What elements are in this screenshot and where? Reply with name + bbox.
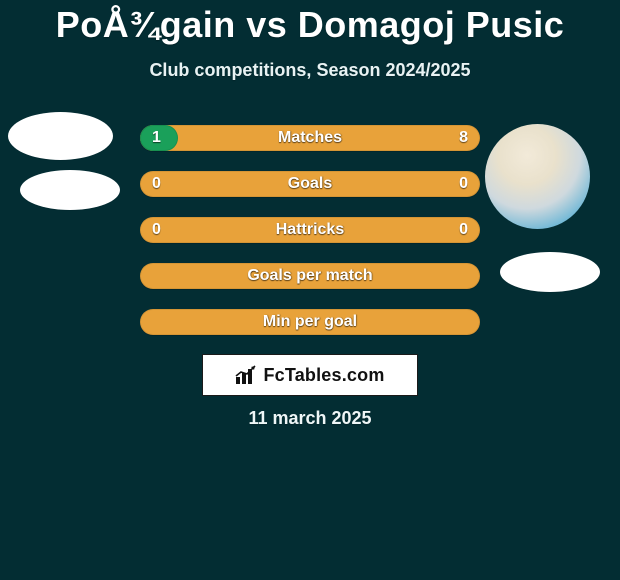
stat-row: Matches18 <box>140 125 480 151</box>
brand-text: FcTables.com <box>263 365 384 386</box>
stat-value-left: 0 <box>152 217 161 243</box>
brand-badge[interactable]: FcTables.com <box>202 354 418 396</box>
stat-label: Goals <box>140 171 480 197</box>
stat-fill-left <box>140 125 178 151</box>
page-title: PoÅ¾gain vs Domagoj Pusic <box>0 0 620 46</box>
stat-row: Hattricks0 0 <box>140 217 480 243</box>
stat-label: Goals per match <box>140 263 480 289</box>
stat-value-right: 0 <box>459 217 468 243</box>
page-subtitle: Club competitions, Season 2024/2025 <box>0 60 620 81</box>
stat-bars: Matches18Goals00Hattricks00Goals per mat… <box>140 125 480 355</box>
right-player-avatar <box>485 124 590 229</box>
stat-value-left: 0 <box>152 171 161 197</box>
right-player-placeholder <box>500 252 600 292</box>
stat-value-right: 8 <box>459 125 468 151</box>
stat-row: Min per goal <box>140 309 480 335</box>
date-line: 11 march 2025 <box>0 408 620 429</box>
right-player-avatar-wrap <box>485 124 590 229</box>
stat-row: Goals0 0 <box>140 171 480 197</box>
stat-value-right: 0 <box>459 171 468 197</box>
left-player-placeholder-1 <box>8 112 113 160</box>
left-player-placeholder-2 <box>20 170 120 210</box>
stat-row: Goals per match <box>140 263 480 289</box>
stat-label: Matches <box>140 125 480 151</box>
stat-label: Hattricks <box>140 217 480 243</box>
stat-label: Min per goal <box>140 309 480 335</box>
brand-mark-icon <box>235 365 257 385</box>
comparison-card: PoÅ¾gain vs Domagoj Pusic Club competiti… <box>0 0 620 580</box>
